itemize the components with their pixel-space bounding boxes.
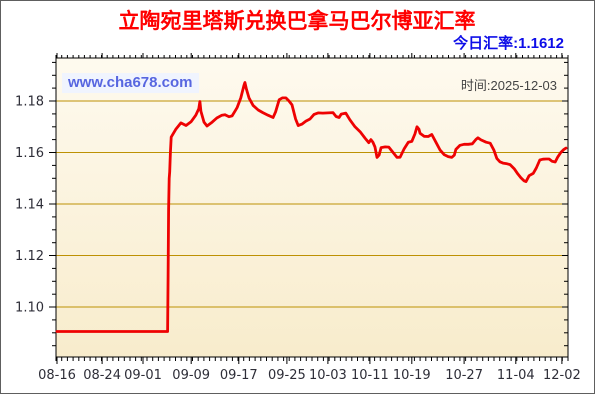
x-tick-label: 09-09: [172, 368, 210, 383]
page-title: 立陶宛里塔斯兑换巴拿马巴尔博亚汇率: [118, 10, 476, 33]
today-rate: 今日汇率:1.1612: [453, 32, 564, 53]
x-tick-label: 12-02: [543, 368, 581, 383]
time-label: 时间:2025-12-03: [461, 75, 557, 94]
time-label-value: 2025-12-03: [490, 78, 558, 93]
x-tick-label: 08-16: [38, 368, 76, 383]
x-tick-label: 10-03: [309, 368, 347, 383]
x-tick-label: 10-11: [351, 368, 389, 383]
x-tick-label: 08-24: [83, 368, 121, 383]
y-tick-label: 1.12: [15, 249, 44, 264]
x-axis: 08-16 08-24 09-01 09-09 09-17 09-25 10-03 10-11…: [38, 53, 581, 383]
x-tick-label: 09-25: [268, 368, 306, 383]
series-line: [55, 81, 568, 333]
y-tick-label: 1.16: [15, 146, 44, 161]
x-tick-label: 09-01: [124, 368, 162, 383]
x-tick-label: 09-17: [220, 368, 258, 383]
y-tick-label: 1.18: [15, 95, 44, 110]
y-axis: 1.10 1.12 1.14 1.16 1.18: [15, 61, 568, 347]
x-tick-label: 11-04: [497, 368, 535, 383]
x-tick-label: 10-19: [393, 368, 431, 383]
y-tick-label: 1.10: [15, 301, 44, 316]
x-tick-label: 10-27: [445, 368, 483, 383]
plot-background: [56, 58, 568, 357]
today-rate-label: 今日汇率:: [453, 35, 519, 52]
today-rate-value: 1.1612: [518, 35, 564, 52]
time-label-prefix: 时间:: [460, 78, 491, 93]
plot-frame: [55, 57, 569, 358]
watermark-link[interactable]: www.cha678.com: [62, 73, 199, 93]
y-tick-label: 1.14: [15, 198, 44, 213]
